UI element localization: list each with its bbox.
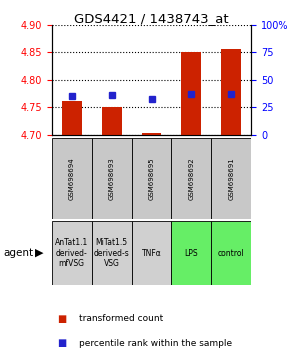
Text: GSM698693: GSM698693 (108, 158, 115, 200)
Text: ■: ■ (58, 338, 67, 348)
Text: GDS4421 / 1438743_at: GDS4421 / 1438743_at (74, 12, 229, 25)
Text: LPS: LPS (185, 249, 198, 258)
Text: AnTat1.1
derived-
mfVSG: AnTat1.1 derived- mfVSG (55, 238, 88, 268)
Bar (132, 138, 171, 219)
Text: MiTat1.5
derived-s
VSG: MiTat1.5 derived-s VSG (94, 238, 129, 268)
Bar (142, 133, 161, 135)
Bar (102, 107, 122, 135)
Text: control: control (218, 249, 245, 258)
Text: GSM698695: GSM698695 (148, 158, 155, 200)
Bar (171, 138, 211, 219)
Text: ■: ■ (58, 314, 67, 324)
Bar (211, 138, 251, 219)
Bar (132, 221, 171, 285)
Bar (221, 49, 241, 135)
Text: GSM698694: GSM698694 (68, 158, 75, 200)
Text: GSM698691: GSM698691 (228, 158, 235, 200)
Bar (171, 221, 211, 285)
Text: transformed count: transformed count (79, 314, 163, 323)
Bar (52, 138, 92, 219)
Text: ▶: ▶ (35, 248, 43, 258)
Text: percentile rank within the sample: percentile rank within the sample (79, 339, 232, 348)
Text: agent: agent (3, 248, 33, 258)
Bar (62, 101, 82, 135)
Bar (211, 221, 251, 285)
Bar (92, 138, 132, 219)
Bar (52, 221, 92, 285)
Bar (181, 52, 201, 135)
Bar (92, 221, 132, 285)
Text: GSM698692: GSM698692 (188, 158, 195, 200)
Text: TNFα: TNFα (142, 249, 161, 258)
